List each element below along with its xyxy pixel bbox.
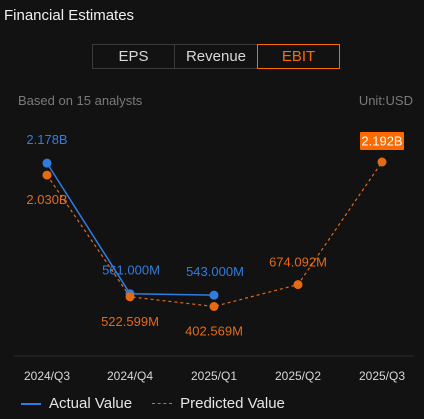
- actual-data-label: 543.000M: [186, 264, 244, 279]
- predicted-point: [209, 302, 219, 311]
- predicted-series-line: [46, 161, 383, 308]
- actual-point: [42, 158, 52, 168]
- legend-actual-swatch: [21, 402, 41, 405]
- x-tick-label: 2025/Q2: [275, 369, 321, 383]
- predicted-data-label: 522.599M: [101, 314, 159, 329]
- predicted-data-label: 402.569M: [185, 324, 243, 339]
- predicted-point: [377, 157, 387, 167]
- actual-point: [209, 290, 219, 300]
- metric-tabs: EPS Revenue EBIT: [92, 44, 340, 69]
- x-tick-label: 2025/Q3: [359, 369, 405, 383]
- predicted-point: [42, 170, 52, 180]
- analyst-count: Based on 15 analysts: [18, 93, 143, 108]
- predicted-data-label: 674.092M: [269, 255, 327, 270]
- predicted-data-label: 2.030B: [26, 192, 67, 207]
- x-tick-label: 2024/Q4: [107, 369, 153, 383]
- chart-legend: Actual Value Predicted Value: [21, 395, 305, 412]
- legend-actual-label: Actual Value: [49, 395, 133, 412]
- x-tick-label: 2025/Q1: [191, 369, 237, 383]
- tab-ebit[interactable]: EBIT: [257, 44, 340, 69]
- page-title: Financial Estimates: [4, 7, 135, 24]
- predicted-point: [125, 292, 135, 302]
- highlight-label-box: [360, 132, 404, 150]
- legend-predicted[interactable]: Predicted Value: [152, 395, 285, 412]
- actual-data-label: 561.000M: [102, 263, 160, 278]
- legend-predicted-swatch: [152, 403, 173, 404]
- predicted-data-label: 2.192B: [361, 134, 402, 149]
- unit-label: Unit:USD: [358, 93, 413, 108]
- actual-data-label: 2.178B: [26, 132, 67, 147]
- legend-actual[interactable]: Actual Value: [21, 395, 132, 412]
- predicted-point: [293, 280, 303, 290]
- legend-predicted-label: Predicted Value: [180, 395, 285, 412]
- x-tick-label: 2024/Q3: [24, 369, 70, 383]
